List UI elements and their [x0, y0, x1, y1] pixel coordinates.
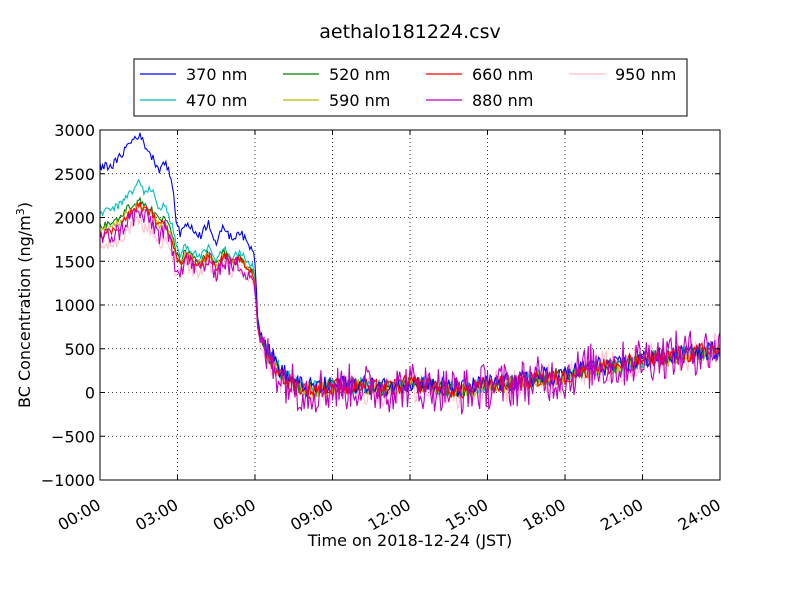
legend: 370 nm 470 nm 520 nm 590 nm 660 nm 880 nm 950 …	[133, 58, 688, 117]
y-tick-label: 1000	[54, 296, 95, 315]
legend-label: 590 nm	[329, 91, 390, 110]
y-axis-label-superscript: 3	[14, 208, 27, 215]
y-tick-label: 2000	[54, 209, 95, 228]
series-line-880-nm	[99, 207, 721, 415]
legend-label: 520 nm	[329, 65, 390, 84]
legend-label: 660 nm	[472, 65, 533, 84]
y-tick-label: −1000	[41, 471, 95, 490]
y-tick-label: 3000	[54, 121, 95, 140]
series-layer	[99, 132, 721, 415]
legend-label: 370 nm	[186, 65, 247, 84]
x-axis-label: Time on 2018-12-24 (JST)	[307, 531, 512, 550]
y-tick-label: 2500	[54, 165, 95, 184]
legend-label: 880 nm	[472, 91, 533, 110]
y-axis-label-main: BC Concentration (ng/m	[15, 215, 34, 408]
series-line-660-nm	[99, 201, 721, 400]
legend-frame	[133, 58, 688, 117]
y-tick-label: 1500	[54, 252, 95, 271]
y-tick-label: −500	[51, 427, 95, 446]
y-tick-label: 0	[85, 384, 95, 403]
y-axis-label: BC Concentration (ng/m3)	[14, 202, 34, 408]
legend-label: 470 nm	[186, 91, 247, 110]
y-tick-label: 500	[64, 340, 95, 359]
grid-lines	[100, 130, 720, 480]
y-axis-label-close: )	[15, 202, 34, 208]
series-line-370-nm	[99, 132, 721, 398]
chart-title: aethalo181224.csv	[319, 21, 501, 43]
legend-label: 950 nm	[615, 65, 676, 84]
